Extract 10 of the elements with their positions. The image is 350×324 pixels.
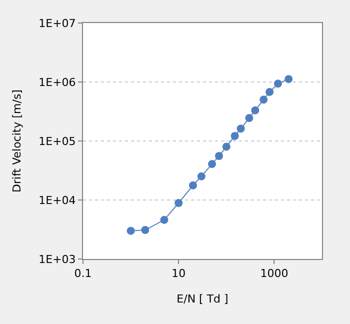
y-tick-label: 1E+04 [38, 194, 76, 207]
y-tick-label: 1E+07 [38, 16, 76, 30]
y-tick-label: 1E+06 [38, 76, 76, 89]
x-tick-label: 1000 [260, 267, 288, 280]
y-tick-label: 1E+05 [38, 134, 76, 148]
y-tick-label: 1E+03 [38, 252, 76, 266]
y-axis-title: Drift Velocity [m/s] [10, 90, 24, 192]
x-tick-label: 10 [172, 267, 186, 280]
x-tick-label: 0.1 [74, 267, 92, 280]
x-axis-title: E/N [ Td ] [176, 292, 228, 306]
